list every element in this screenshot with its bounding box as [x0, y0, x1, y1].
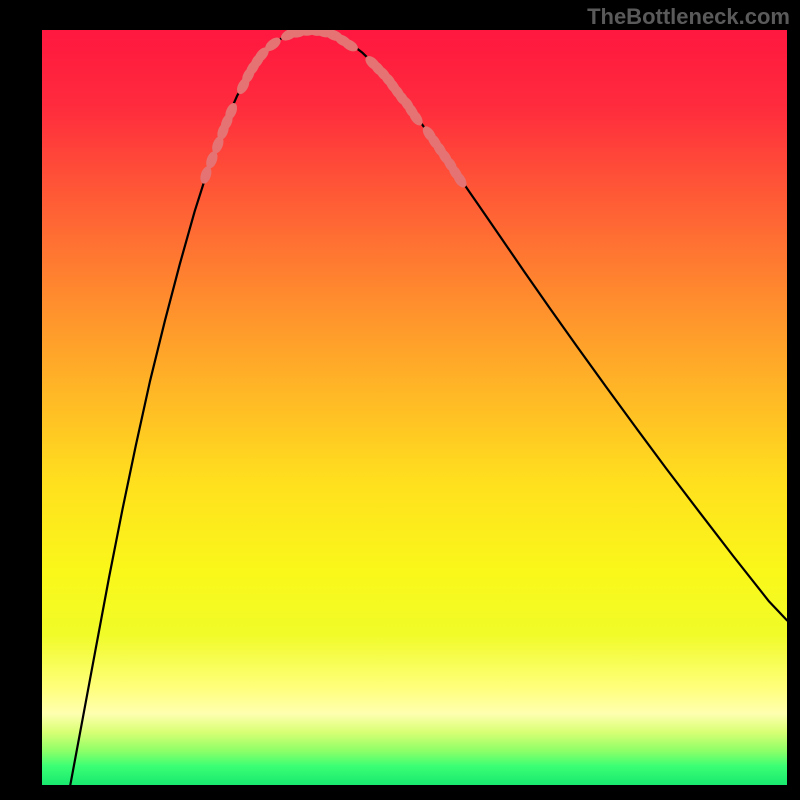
bottleneck-curve [70, 31, 787, 785]
marker-group [198, 30, 469, 190]
curve-layer [42, 30, 787, 785]
plot-area [42, 30, 787, 785]
watermark-text: TheBottleneck.com [587, 4, 790, 30]
